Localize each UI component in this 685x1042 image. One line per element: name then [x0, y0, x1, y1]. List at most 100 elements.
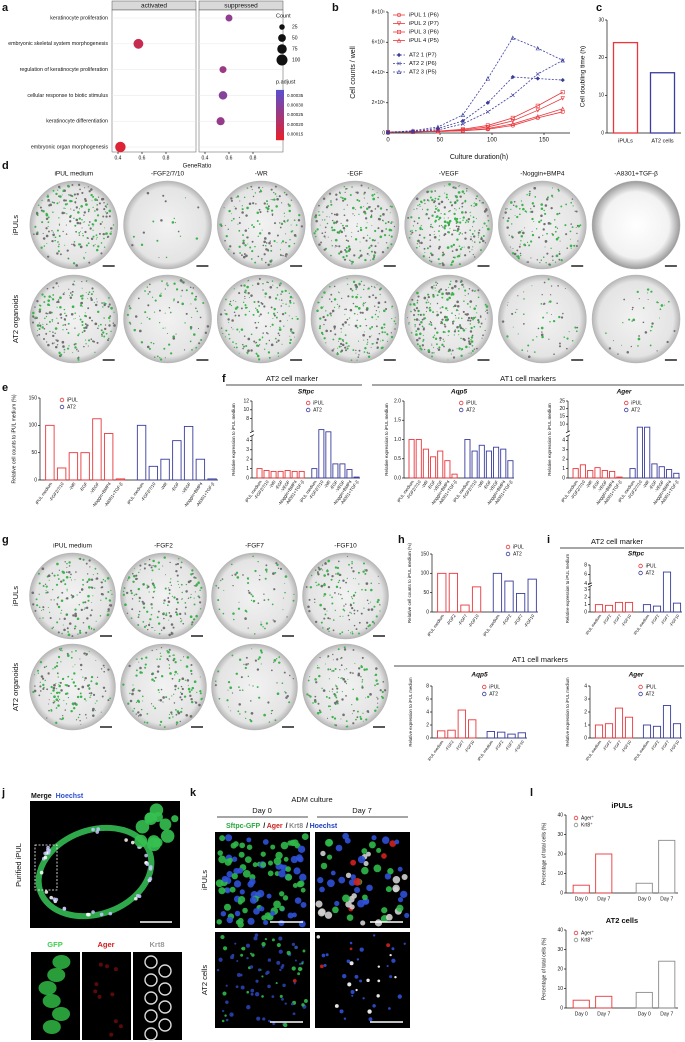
cell-cluster [421, 224, 423, 226]
cell-cluster [472, 253, 474, 256]
bar [642, 604, 652, 613]
cell-cluster [287, 319, 288, 321]
cell-cluster [523, 291, 525, 293]
cell-cluster [228, 209, 231, 213]
cell-cluster [139, 329, 142, 333]
separator: / [286, 823, 288, 830]
cell-cluster [318, 674, 321, 678]
x-tick-label: AT2 cells [651, 138, 673, 144]
cell-cluster [571, 226, 574, 229]
cell-cluster [429, 234, 432, 237]
cell-cluster [478, 241, 481, 244]
bubble [219, 66, 227, 74]
cell-cluster [175, 713, 178, 716]
cell-cluster [64, 583, 67, 586]
cell-cluster [323, 337, 326, 340]
cell [276, 942, 281, 948]
cell-cluster [390, 335, 394, 339]
cell-cluster [270, 198, 272, 200]
cell-cluster [351, 632, 354, 635]
krt8-signal [158, 964, 172, 978]
cell [220, 934, 225, 940]
cell-cluster [334, 591, 336, 594]
cell-cluster [38, 304, 41, 307]
cell-cluster [365, 239, 368, 242]
cell-cluster [329, 594, 331, 596]
legend-label: Ager⁺ [581, 815, 595, 821]
cell-cluster [345, 225, 347, 227]
cell [226, 916, 234, 924]
cell-cluster [239, 200, 241, 202]
cell [384, 873, 392, 880]
cell-cluster [342, 713, 345, 717]
y-axis-label: Relative expression to iPUL medium [231, 403, 236, 476]
cell-cluster [92, 229, 94, 231]
cell-cluster [453, 212, 456, 216]
cell-cluster [462, 329, 466, 332]
cell-cluster [162, 565, 164, 567]
cell-cluster [390, 243, 393, 246]
cell-cluster [84, 676, 87, 680]
bar [672, 723, 682, 739]
cell-cluster [167, 600, 171, 603]
cell-cluster [522, 323, 525, 325]
cell-cluster [158, 321, 161, 324]
cell-cluster [168, 655, 171, 658]
cell-cluster [544, 246, 546, 248]
cell-cluster [470, 339, 472, 341]
cell-cluster [254, 245, 256, 248]
x-axis-label: GeneRatio [183, 164, 212, 170]
bar [493, 446, 500, 479]
cell-cluster [153, 311, 156, 313]
cell-cluster [90, 293, 93, 296]
column-label: Day 7 [352, 806, 372, 815]
bar [408, 439, 415, 479]
cell-cluster [274, 193, 277, 195]
cell-cluster [235, 672, 239, 676]
marker [510, 93, 515, 98]
cell-cluster [260, 663, 262, 665]
cell-cluster [103, 303, 106, 307]
cell-cluster [222, 332, 224, 335]
cell-cluster [75, 703, 77, 705]
cell-cluster [146, 316, 148, 318]
bar [263, 470, 270, 479]
cell-cluster [271, 199, 274, 201]
cell [298, 962, 302, 966]
cell-cluster [484, 329, 486, 332]
cell-cluster [433, 334, 436, 336]
row-label: AT2 cells [200, 965, 209, 996]
cell-cluster [365, 324, 368, 327]
cell-cluster [254, 342, 256, 344]
cell-cluster [110, 231, 112, 233]
cell-cluster [171, 713, 173, 715]
cell-cluster [104, 227, 106, 229]
cell-cluster [385, 242, 388, 244]
cell-cluster [456, 199, 459, 202]
cell-cluster [159, 294, 162, 298]
cell-cluster [148, 558, 151, 561]
cell-cluster [48, 579, 50, 581]
cell-cluster [369, 237, 371, 239]
cell-cluster [48, 699, 50, 701]
column-label: -FGF7 [245, 543, 264, 550]
cell-cluster [258, 315, 260, 317]
cell-cluster [481, 337, 483, 339]
cell-cluster [551, 187, 554, 189]
cell [261, 975, 264, 978]
cell-cluster [242, 255, 246, 259]
series-line [387, 76, 563, 133]
organoid-well [302, 643, 389, 731]
cell-cluster [346, 278, 348, 280]
cell-cluster [41, 199, 43, 201]
x-tick-label: iPUL medium [584, 739, 602, 762]
y-tick-label: 2 [562, 457, 565, 463]
cell-cluster [479, 325, 482, 328]
cell-cluster [109, 315, 112, 318]
cell-cluster [444, 318, 448, 322]
cell-cluster [368, 254, 370, 256]
cell-cluster [132, 580, 135, 584]
cell-cluster [156, 616, 159, 619]
x-tick-label: -WR [420, 479, 429, 489]
cell-cluster [88, 651, 90, 653]
